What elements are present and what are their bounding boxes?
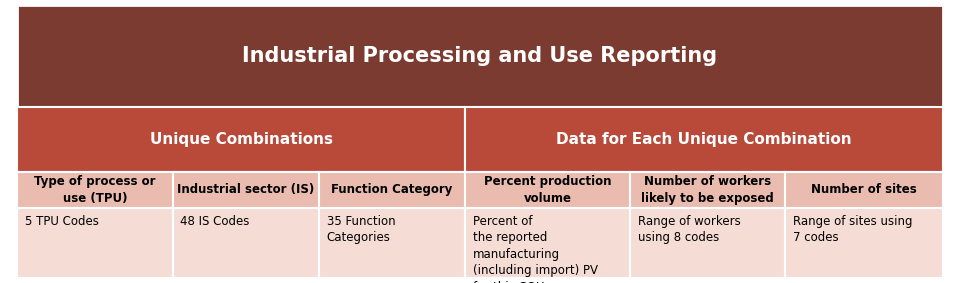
Text: Range of sites using
7 codes: Range of sites using 7 codes bbox=[793, 215, 913, 244]
Bar bbox=[17, 108, 466, 171]
Text: Number of workers
likely to be exposed: Number of workers likely to be exposed bbox=[641, 175, 774, 205]
Bar bbox=[319, 208, 466, 278]
Bar bbox=[630, 208, 785, 278]
Bar bbox=[785, 171, 943, 208]
Text: Number of sites: Number of sites bbox=[811, 183, 917, 196]
Bar bbox=[173, 171, 319, 208]
Text: Function Category: Function Category bbox=[331, 183, 453, 196]
Bar bbox=[17, 208, 173, 278]
Text: Data for Each Unique Combination: Data for Each Unique Combination bbox=[556, 132, 852, 147]
Bar bbox=[466, 171, 630, 208]
Text: Percent production
volume: Percent production volume bbox=[484, 175, 612, 205]
Bar bbox=[630, 171, 785, 208]
Bar bbox=[173, 208, 319, 278]
Text: Unique Combinations: Unique Combinations bbox=[150, 132, 333, 147]
Text: Range of workers
using 8 codes: Range of workers using 8 codes bbox=[637, 215, 740, 244]
Text: 35 Function
Categories: 35 Function Categories bbox=[326, 215, 396, 244]
Bar bbox=[319, 171, 466, 208]
Text: 48 IS Codes: 48 IS Codes bbox=[180, 215, 250, 228]
Text: Industrial sector (IS): Industrial sector (IS) bbox=[178, 183, 315, 196]
Text: Percent of
the reported
manufacturing
(including import) PV
for this COU: Percent of the reported manufacturing (i… bbox=[473, 215, 598, 283]
Text: 5 TPU Codes: 5 TPU Codes bbox=[25, 215, 99, 228]
Bar bbox=[17, 5, 943, 108]
Bar bbox=[785, 208, 943, 278]
Bar bbox=[466, 208, 630, 278]
Text: Industrial Processing and Use Reporting: Industrial Processing and Use Reporting bbox=[243, 46, 717, 66]
Bar bbox=[17, 171, 173, 208]
Text: Type of process or
use (TPU): Type of process or use (TPU) bbox=[35, 175, 156, 205]
Bar bbox=[466, 108, 943, 171]
